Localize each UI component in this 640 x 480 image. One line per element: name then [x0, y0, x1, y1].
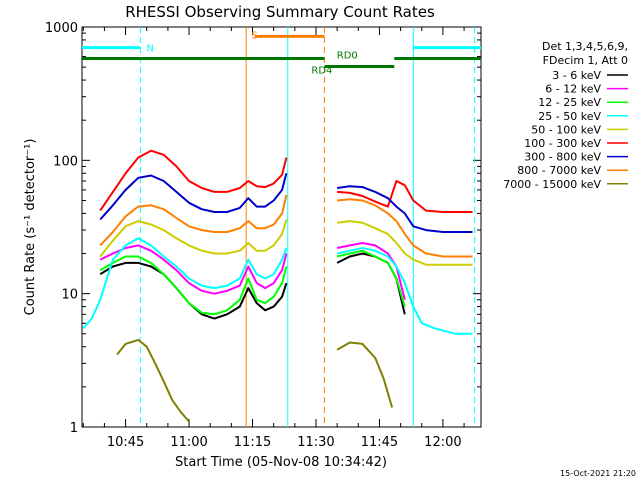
series-line [82, 237, 288, 329]
state-annotation: RD0 [337, 51, 358, 62]
x-tick-label: 10:45 [107, 435, 144, 450]
legend-header: Det 1,3,4,5,6,9, FDecim 1, Att 0 [542, 40, 628, 67]
legend-header-line-1: Det 1,3,4,5,6,9, [542, 40, 628, 53]
legend-label: 25 - 50 keV [538, 110, 601, 123]
series-line [99, 261, 288, 320]
y-axis-label: Count Rate (s⁻¹ detector⁻¹) [23, 139, 38, 316]
legend-label: 100 - 300 keV [524, 137, 601, 150]
series-line [336, 185, 473, 233]
legend-header-line-2: FDecim 1, Att 0 [543, 54, 628, 67]
series-line [99, 149, 288, 212]
series-line [336, 249, 406, 307]
y-tick-label: 100 [53, 154, 78, 169]
legend-label: 6 - 12 keV [545, 83, 601, 96]
x-tick-label: 11:45 [361, 435, 398, 450]
x-tick-label: 11:30 [297, 435, 334, 450]
x-tick-label: 11:00 [170, 435, 207, 450]
legend-label: 3 - 6 keV [552, 69, 601, 82]
state-annotation: RD4 [311, 66, 332, 77]
legend-label: 800 - 7000 keV [517, 164, 601, 177]
footer-date: 15-Oct-2021 21:20 [560, 469, 636, 478]
series-line [337, 198, 473, 258]
legend-label: 300 - 800 keV [524, 151, 601, 164]
series-line [116, 338, 190, 423]
series-line [337, 180, 473, 213]
series-line [99, 194, 288, 247]
plot-frame [81, 26, 482, 428]
series-line [99, 244, 288, 295]
series-line [99, 219, 288, 258]
series-line [336, 247, 473, 335]
legend-label: 50 - 100 keV [531, 123, 601, 136]
y-tick-label: 1000 [45, 21, 78, 36]
state-annotation: S [251, 30, 257, 41]
x-tick-label: 11:15 [234, 435, 271, 450]
chart-title: RHESSI Observing Summary Count Rates [125, 3, 435, 21]
y-tick-label: 10 [61, 288, 78, 303]
series-line [336, 341, 394, 408]
y-tick-label: 1 [70, 421, 78, 436]
legend-label: 12 - 25 keV [538, 96, 601, 109]
series-line [336, 220, 473, 266]
legend-label: 7000 - 15000 keV [503, 178, 601, 191]
series-line [99, 173, 288, 221]
x-axis-label: Start Time (05-Nov-08 10:34:42) [175, 455, 387, 470]
x-tick-label: 12:00 [424, 435, 461, 450]
series-line [99, 255, 288, 316]
state-annotation: N [146, 44, 153, 55]
plot-area: 1 10 100 1000 10:45 11:00 11:15 11:30 11:45 12:00… [45, 21, 628, 450]
